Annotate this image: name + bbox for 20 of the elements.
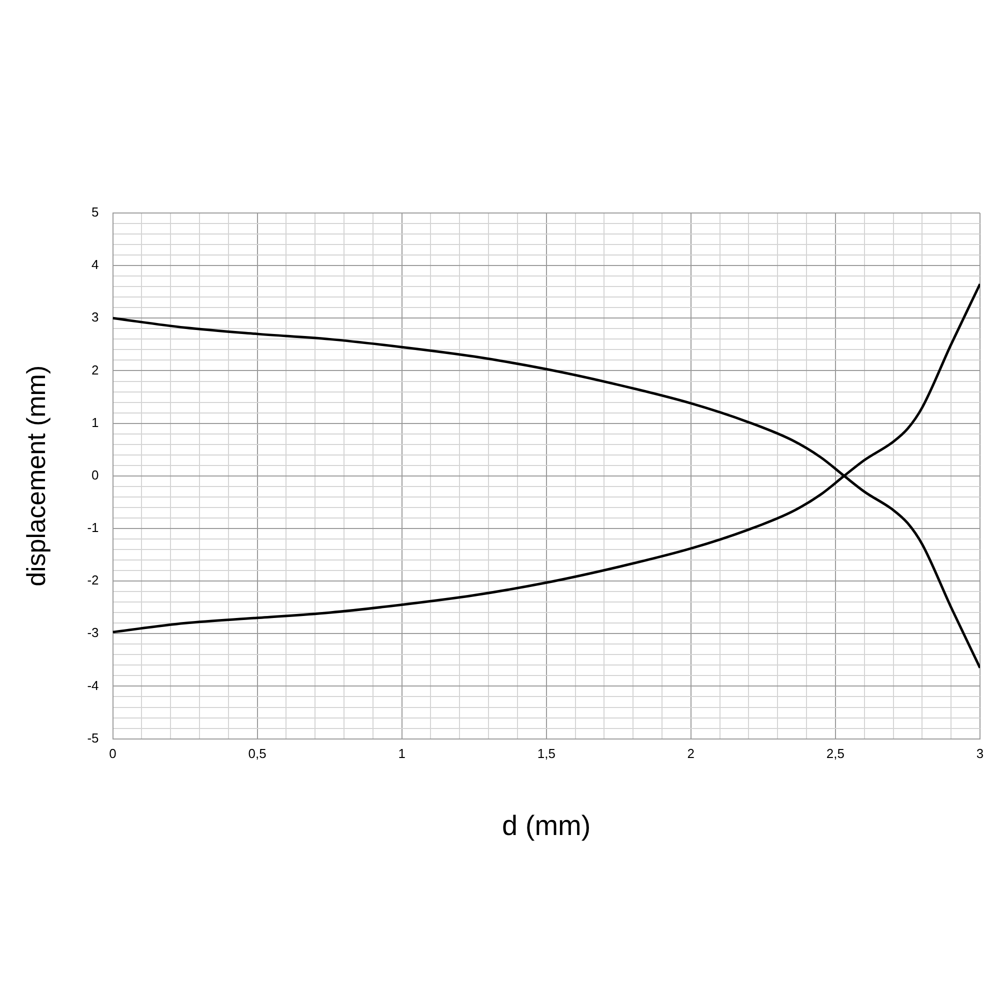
x-tick-label: 2 — [687, 746, 695, 762]
y-tick-label: -3 — [87, 625, 99, 640]
y-tick-label: -1 — [87, 520, 99, 536]
x-tick-label: 1,5 — [537, 746, 556, 762]
x-tick-label: 2,5 — [826, 746, 844, 762]
x-tick-label: 0,5 — [248, 746, 266, 762]
y-tick-label: 2 — [92, 362, 99, 378]
y-tick-label: -4 — [87, 678, 99, 693]
y-axis-title: displacement (mm) — [20, 365, 51, 586]
y-tick-label: -2 — [87, 572, 99, 588]
y-tick-label: 1 — [92, 414, 99, 430]
x-axis-title: d (mm) — [502, 810, 591, 841]
y-tick-label: 0 — [92, 467, 99, 482]
x-tick-label: 3 — [976, 746, 984, 762]
x-tick-label: 0 — [109, 746, 116, 762]
y-tick-label: 3 — [92, 310, 99, 325]
x-tick-label: 1 — [398, 746, 406, 762]
y-tick-label: 5 — [92, 204, 99, 220]
y-tick-label: 4 — [92, 257, 99, 272]
y-tick-label: -5 — [87, 730, 99, 746]
